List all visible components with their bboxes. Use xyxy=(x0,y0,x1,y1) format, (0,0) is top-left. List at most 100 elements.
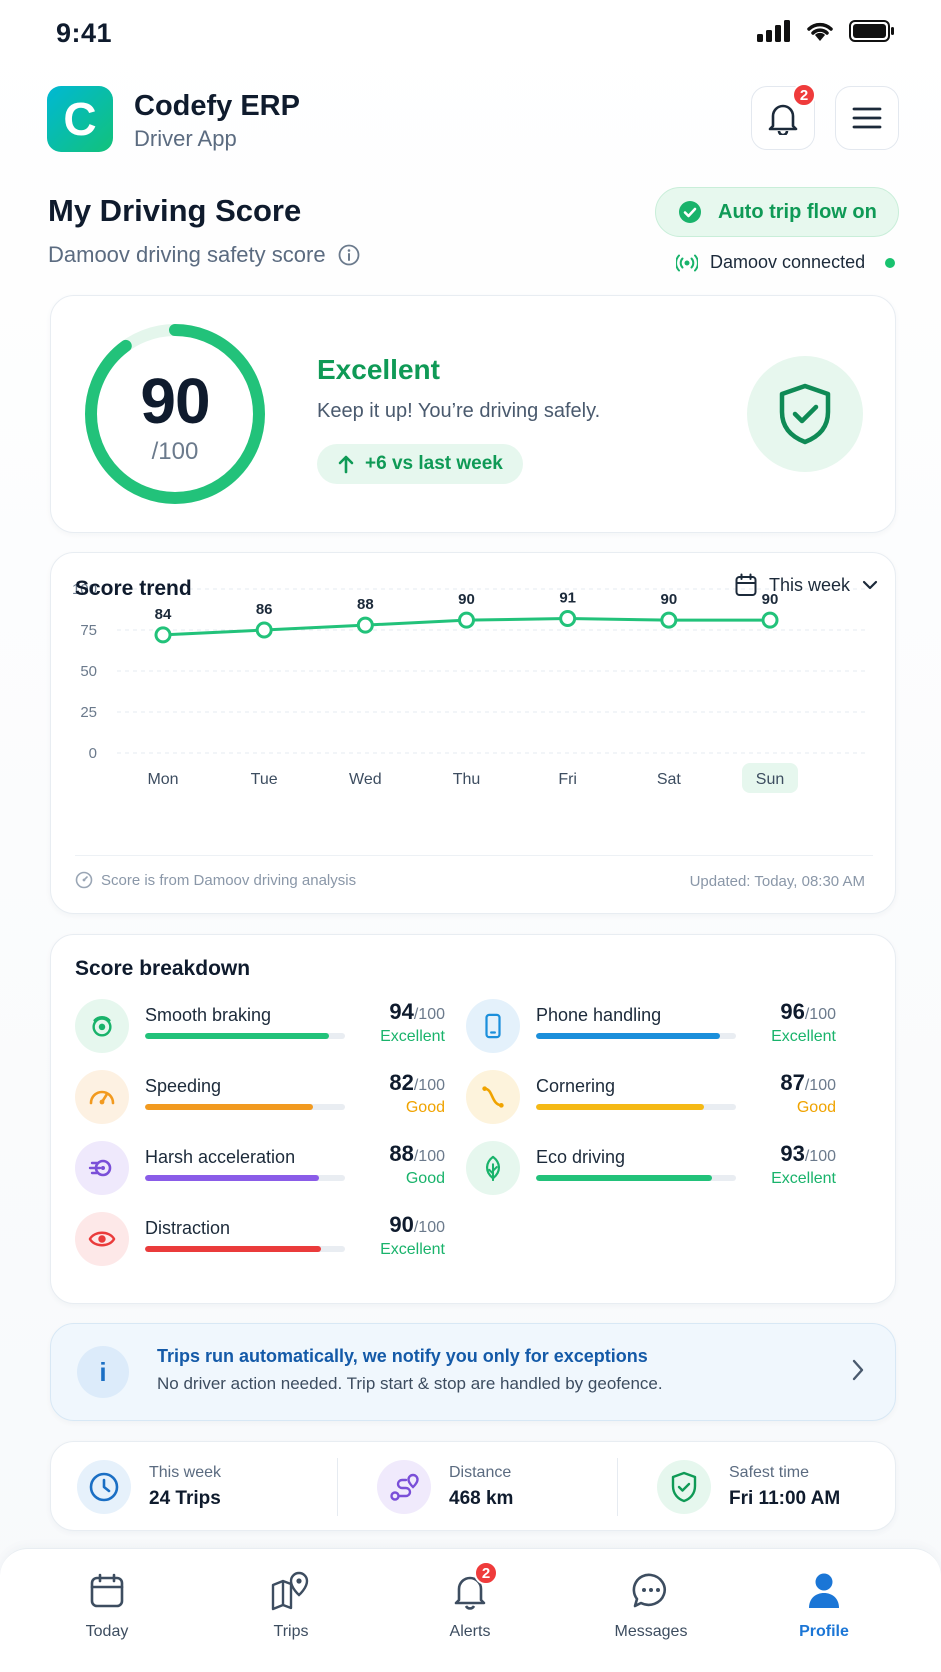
trend-updated-time: Updated: Today, 08:30 AM xyxy=(689,873,865,890)
breakdown-progress-bar xyxy=(145,1104,345,1110)
alerts-badge: 2 xyxy=(474,1561,498,1585)
breakdown-rating: Excellent xyxy=(771,1170,836,1187)
data-point xyxy=(154,626,172,644)
breakdown-item-smooth-braking[interactable]: Smooth braking 94/100 Excellent xyxy=(75,999,445,1055)
data-point xyxy=(255,621,273,639)
wifi-icon xyxy=(807,22,833,41)
status-bar: 9:41 xyxy=(0,0,941,70)
bell-icon xyxy=(454,1576,486,1610)
app-name: Codefy ERP xyxy=(134,90,300,122)
nav-label: Today xyxy=(85,1623,129,1640)
stat-value: Fri 11:00 AM xyxy=(729,1488,841,1509)
y-tick-label: 25 xyxy=(80,704,97,721)
speedometer-icon xyxy=(75,1070,129,1124)
stat-value: 24 Trips xyxy=(149,1488,221,1509)
breakdown-max: /100 xyxy=(804,1148,836,1165)
trend-title: Score trend xyxy=(75,577,192,600)
check-circle-icon xyxy=(679,201,701,223)
breakdown-max: /100 xyxy=(413,1077,445,1094)
leaf-icon xyxy=(466,1141,520,1195)
curve-icon xyxy=(466,1070,520,1124)
x-tick-label: Thu xyxy=(453,771,481,788)
score-message: Keep it up! You’re driving safely. xyxy=(317,400,601,422)
auto-trip-info-banner[interactable]: i Trips run automatically, we notify you… xyxy=(50,1323,896,1421)
breakdown-rating: Good xyxy=(405,1099,445,1116)
auto-trip-status-pill[interactable]: Auto trip flow on xyxy=(655,187,899,237)
score-delta-pill: +6 vs last week xyxy=(317,444,523,484)
page-subtitle: Damoov driving safety score xyxy=(48,242,360,268)
breakdown-max: /100 xyxy=(413,1219,445,1236)
nav-item-profile[interactable]: Profile xyxy=(764,1569,884,1659)
stat-trips: This week 24 Trips xyxy=(77,1442,221,1532)
breakdown-name: Distraction xyxy=(145,1218,231,1238)
breakdown-item-speeding[interactable]: Speeding 82/100 Good xyxy=(75,1070,445,1126)
nav-label: Trips xyxy=(273,1623,309,1640)
stat-value: 468 km xyxy=(449,1488,514,1509)
info-icon[interactable] xyxy=(338,244,360,266)
y-tick-label: 75 xyxy=(80,622,97,639)
breakdown-score: 87 xyxy=(780,1070,805,1095)
menu-button[interactable] xyxy=(835,86,899,150)
acceleration-icon xyxy=(75,1141,129,1195)
route-icon xyxy=(390,1473,419,1501)
shield-check-icon xyxy=(779,383,831,445)
score-trend-chart: 100 75 50 25 0 Mon Tue Wed Thu Fri Sat Sun 84 86 88 90 9… xyxy=(72,581,869,793)
period-selector[interactable]: This week xyxy=(735,573,878,597)
breakdown-rating: Good xyxy=(796,1099,836,1116)
app-subtitle: Driver App xyxy=(134,126,237,151)
trend-source-note: Score is from Damoov driving analysis xyxy=(75,871,356,889)
score-max: /100 xyxy=(151,438,199,465)
x-tick-label: Tue xyxy=(251,771,278,788)
breakdown-rating: Excellent xyxy=(771,1028,836,1045)
breakdown-score: 90 xyxy=(389,1212,414,1237)
breakdown-title: Score breakdown xyxy=(75,957,251,980)
chevron-right-icon xyxy=(852,1359,864,1381)
selected-day-highlight xyxy=(742,763,798,793)
stat-distance: Distance 468 km xyxy=(377,1442,513,1532)
eye-icon xyxy=(75,1212,129,1266)
x-tick-label: Sat xyxy=(657,771,682,788)
notifications-button[interactable]: 2 xyxy=(751,83,816,150)
breakdown-progress-bar xyxy=(536,1175,736,1181)
score-breakdown-card: Score breakdown Smooth braking 94/100 Exce… xyxy=(50,934,896,1304)
chevron-down-icon xyxy=(862,580,878,590)
gauge-icon xyxy=(75,871,93,889)
safety-shield-badge xyxy=(747,356,863,472)
weekly-stats-card: This week 24 Trips Distance 468 km Safes… xyxy=(50,1441,896,1531)
data-label: 86 xyxy=(256,601,273,618)
info-banner-title: Trips run automatically, we notify you o… xyxy=(157,1346,648,1366)
braking-icon xyxy=(75,999,129,1053)
person-icon xyxy=(809,1573,839,1608)
hamburger-icon xyxy=(852,107,882,129)
data-label: 90 xyxy=(660,591,677,608)
damoov-connection-status: Damoov connected xyxy=(676,252,896,273)
breakdown-name: Harsh acceleration xyxy=(145,1147,296,1167)
nav-item-today[interactable]: Today xyxy=(47,1569,167,1659)
breakdown-item-distraction[interactable]: Distraction 90/100 Excellent xyxy=(75,1212,445,1268)
breakdown-rating: Excellent xyxy=(380,1028,445,1045)
info-icon: i xyxy=(77,1346,129,1398)
breakdown-max: /100 xyxy=(804,1077,836,1094)
breakdown-item-eco-driving[interactable]: Eco driving 93/100 Excellent xyxy=(466,1141,836,1197)
nav-item-alerts[interactable]: 2 Alerts xyxy=(410,1561,530,1659)
data-point xyxy=(559,610,577,628)
breakdown-score: 88 xyxy=(389,1141,414,1166)
breakdown-name: Eco driving xyxy=(536,1147,626,1167)
breakdown-max: /100 xyxy=(804,1006,836,1023)
breakdown-item-cornering[interactable]: Cornering 87/100 Good xyxy=(466,1070,836,1126)
breakdown-item-phone-handling[interactable]: Phone handling 96/100 Excellent xyxy=(466,999,836,1055)
x-tick-label: Fri xyxy=(558,771,577,788)
phone-icon xyxy=(466,999,520,1053)
calendar-icon xyxy=(90,1573,124,1608)
battery-icon xyxy=(849,20,894,42)
nav-item-messages[interactable]: Messages xyxy=(591,1569,711,1659)
nav-label: Profile xyxy=(799,1623,849,1640)
stat-label: This week xyxy=(149,1464,222,1481)
nav-item-trips[interactable]: Trips xyxy=(231,1569,351,1659)
bell-icon xyxy=(768,104,798,135)
breakdown-score: 94 xyxy=(389,999,414,1024)
breakdown-item-harsh-acceleration[interactable]: Harsh acceleration 88/100 Good xyxy=(75,1141,445,1197)
score-ring xyxy=(85,324,265,504)
breakdown-progress-bar xyxy=(536,1033,736,1039)
